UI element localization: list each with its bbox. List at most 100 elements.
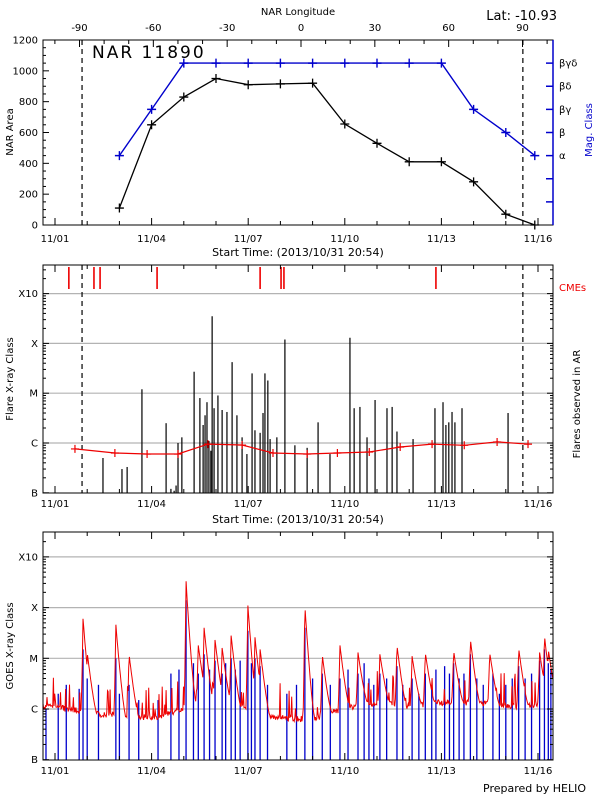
flare-axis-title: Flare X-ray Class [5, 337, 16, 421]
panel-goes: 11/01 11/04 11/07 11/10 11/13 11/16 B C M X X10 [18, 531, 554, 777]
area-point-marker [211, 74, 221, 84]
date-tick-label: 11/13 [427, 499, 456, 510]
mag-class-axis-title: Mag. Class [584, 103, 595, 157]
area-point-marker [243, 80, 253, 90]
panel-nar-area: 0 200 400 600 800 1000 1200 βγδ βδ βγ β α -90 -60 -30 0… [13, 23, 578, 245]
mag-point-marker [372, 58, 382, 68]
mag-point-marker [530, 151, 540, 161]
y-tick-label: X10 [18, 552, 38, 563]
y-tick-label: M [29, 654, 38, 665]
goes-axis-title: GOES X-ray Class [5, 602, 16, 689]
page-title: NAR 11890 [92, 43, 206, 63]
nar-longitude-axis-title: NAR Longitude [261, 7, 335, 18]
date-tick-label: 11/16 [524, 499, 553, 510]
cme-label: CMEs [559, 283, 586, 294]
mag-tick-label: β [559, 128, 565, 139]
longitude-tick-label: 0 [298, 23, 304, 34]
longitude-tick-label: 60 [442, 23, 455, 34]
goes-long-channel-curve [42, 581, 554, 724]
panel2-frame [42, 264, 554, 494]
area-point-marker [372, 138, 382, 148]
area-tick-label: 200 [19, 190, 38, 201]
mag-tick-label: βγ [559, 105, 571, 116]
date-tick-label: 11/16 [524, 234, 553, 245]
background-point-marker [365, 447, 374, 456]
area-point-marker [436, 157, 446, 167]
y-tick-label: C [31, 439, 38, 450]
date-tick-label: 11/04 [137, 234, 166, 245]
panel1-start-time-label: Start Time: (2013/10/31 20:54) [212, 246, 384, 259]
area-point-marker [147, 120, 157, 130]
background-point-marker [110, 448, 119, 457]
mag-tick-label: βγδ [559, 59, 577, 70]
date-tick-label: 11/07 [234, 499, 263, 510]
area-axis-title: NAR Area [5, 108, 16, 155]
mag-point-marker [147, 104, 157, 114]
mag-tick-label: βδ [559, 82, 572, 93]
y-tick-label: X [31, 339, 38, 350]
area-point-marker [114, 203, 124, 213]
area-tick-label: 600 [19, 128, 38, 139]
date-tick-label: 11/10 [330, 766, 359, 777]
mag-point-marker [211, 58, 221, 68]
date-tick-label: 11/13 [427, 766, 456, 777]
area-point-marker [340, 119, 350, 129]
date-tick-label: 11/01 [41, 499, 70, 510]
mag-point-marker [275, 58, 285, 68]
date-tick-label: 11/01 [41, 234, 70, 245]
date-tick-label: 11/04 [137, 766, 166, 777]
area-point-marker [308, 78, 318, 88]
credit-label: Prepared by HELIO [483, 782, 586, 795]
y-tick-label: B [31, 488, 38, 499]
longitude-tick-label: 30 [368, 23, 381, 34]
background-point-marker [174, 450, 183, 459]
flares-in-ar-label: Flares observed in AR [572, 350, 583, 459]
background-point-marker [203, 440, 212, 449]
background-point-marker [238, 441, 247, 450]
area-point-marker [501, 209, 511, 219]
mag-point-marker [243, 58, 253, 68]
panel-flares: 11/01 11/04 11/07 11/10 11/13 11/16 B C M X X10 [18, 264, 554, 510]
nar-area-curve [118, 77, 536, 226]
mag-point-marker [340, 58, 350, 68]
background-point-marker [268, 448, 277, 457]
y-tick-label: B [31, 755, 38, 766]
area-tick-label: 1000 [13, 66, 38, 77]
date-tick-label: 11/04 [137, 499, 166, 510]
date-tick-label: 11/07 [234, 766, 263, 777]
background-point-marker [524, 440, 533, 449]
mag-point-marker [501, 128, 511, 137]
panel3-frame [42, 531, 554, 761]
background-point-marker [428, 440, 437, 449]
date-tick-label: 11/01 [41, 766, 70, 777]
background-point-marker [460, 441, 469, 450]
date-tick-label: 11/10 [330, 234, 359, 245]
longitude-tick-label: -60 [145, 23, 161, 34]
mag-point-marker [469, 104, 479, 114]
area-point-marker [275, 79, 285, 89]
background-point-marker [396, 443, 405, 452]
background-point-marker [70, 444, 79, 453]
area-point-marker [404, 157, 414, 167]
longitude-tick-label: -90 [71, 23, 87, 34]
mag-point-marker [436, 58, 446, 68]
area-tick-label: 400 [19, 159, 38, 170]
date-tick-label: 11/13 [427, 234, 456, 245]
date-tick-label: 11/10 [330, 499, 359, 510]
area-tick-label: 0 [32, 221, 38, 232]
generated-chart-layers: 0 200 400 600 800 1000 1200 βγδ βδ βγ β α -90 -60 -30 0… [13, 23, 578, 777]
date-tick-label: 11/16 [524, 766, 553, 777]
latitude-label: Lat: -10.93 [486, 9, 557, 24]
area-tick-label: 1200 [13, 35, 38, 46]
area-point-marker [469, 177, 479, 187]
date-tick-label: 11/07 [234, 234, 263, 245]
background-point-marker [493, 437, 502, 446]
y-tick-label: M [29, 389, 38, 400]
mag-point-marker [404, 58, 414, 68]
background-point-marker [333, 448, 342, 457]
mag-point-marker [114, 151, 124, 161]
background-point-marker [303, 450, 312, 459]
